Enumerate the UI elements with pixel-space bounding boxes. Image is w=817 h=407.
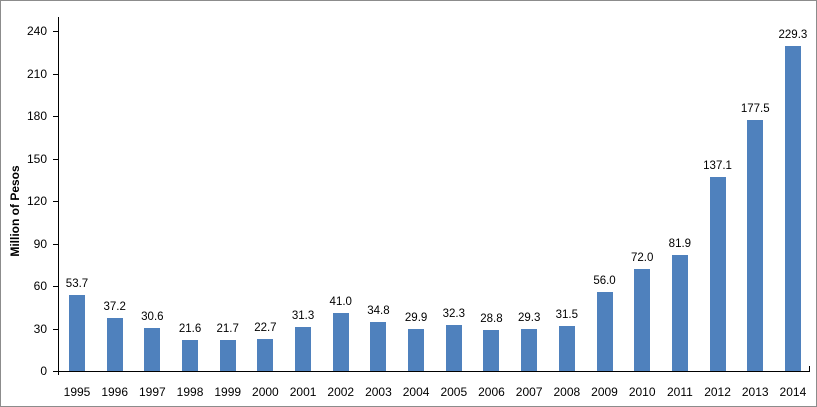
bar-value-label: 21.6 <box>178 323 202 336</box>
bar-value-label: 137.1 <box>703 159 732 172</box>
x-tick-label: 1995 <box>63 385 91 399</box>
bar-value-label: 41.0 <box>329 295 352 308</box>
y-tick-mark <box>53 286 58 287</box>
bar-value-label: 37.2 <box>103 301 126 314</box>
bar <box>408 328 425 371</box>
x-tick-label: 1998 <box>176 385 204 399</box>
bar-value-label: 53.7 <box>65 277 89 290</box>
bar-value-label: 29.3 <box>517 312 541 325</box>
bar <box>69 294 85 371</box>
y-tick-label: 120 <box>26 194 47 208</box>
bar-value-label: 31.3 <box>291 309 315 322</box>
y-tick-label: 210 <box>26 66 47 81</box>
x-tick-label: 2013 <box>741 385 769 399</box>
bar <box>106 318 123 371</box>
bar-value-label: 30.6 <box>141 310 164 323</box>
y-tick-mark <box>53 371 58 372</box>
y-tick-mark <box>53 328 58 330</box>
bar <box>295 326 312 371</box>
bar <box>671 254 688 371</box>
y-tick-label: 30 <box>33 321 47 336</box>
x-tick-label: 2010 <box>628 385 656 399</box>
bar <box>784 46 801 371</box>
y-tick-mark <box>53 116 58 117</box>
y-tick-mark <box>53 31 58 32</box>
bar <box>257 338 274 371</box>
bar <box>634 269 651 371</box>
bar <box>483 330 500 371</box>
x-tick-label: 2012 <box>704 385 731 399</box>
x-tick-label: 2006 <box>478 385 505 399</box>
x-tick-label: 2002 <box>327 385 355 399</box>
x-tick-label: 2004 <box>402 385 430 399</box>
bar <box>332 312 349 371</box>
bar-value-label: 32.3 <box>442 308 465 321</box>
bar <box>445 325 462 371</box>
x-tick-label: 2011 <box>666 385 693 399</box>
y-tick-label: 180 <box>26 109 47 123</box>
y-tick-label: 60 <box>33 279 47 293</box>
bar <box>370 321 387 371</box>
bar-value-label: 29.9 <box>404 311 428 324</box>
bar-value-label: 177.5 <box>740 102 770 115</box>
bar-value-label: 56.0 <box>593 274 616 287</box>
y-tick-label: 0 <box>40 364 47 378</box>
y-axis-line <box>58 17 59 375</box>
bar-value-label: 81.9 <box>668 237 692 250</box>
y-tick-mark <box>53 201 58 202</box>
y-tick-label: 90 <box>33 236 47 251</box>
y-tick-mark <box>53 73 58 75</box>
bar-value-label: 28.8 <box>480 313 503 326</box>
x-axis-line <box>53 371 810 372</box>
x-tick-label: 2005 <box>440 385 468 399</box>
bar-value-label: 21.7 <box>216 323 239 336</box>
bar <box>219 340 236 371</box>
x-tick-label: 1997 <box>139 385 166 399</box>
bar-value-label: 34.8 <box>367 304 390 317</box>
bar <box>747 119 764 371</box>
x-tick-label: 2009 <box>591 385 618 399</box>
x-tick-label: 2007 <box>515 385 543 399</box>
y-tick-label: 150 <box>26 151 47 166</box>
x-tick-label: 2008 <box>553 385 581 399</box>
x-tick-label: 1999 <box>214 385 242 399</box>
bar <box>596 291 613 371</box>
bar-value-label: 72.0 <box>630 252 654 264</box>
bar-value-label: 229.3 <box>778 29 808 42</box>
y-tick-label: 240 <box>26 24 47 38</box>
y-tick-mark <box>53 243 58 245</box>
bar-value-label: 22.7 <box>254 321 277 334</box>
x-tick-label: 2003 <box>365 385 392 399</box>
bar <box>709 176 726 371</box>
x-tick-label: 2014 <box>779 385 807 399</box>
bar <box>182 340 199 371</box>
x-tick-label: 2000 <box>252 385 279 399</box>
y-tick-mark <box>53 158 58 160</box>
bar-value-label: 31.5 <box>555 309 579 322</box>
bar <box>521 329 538 371</box>
x-tick-label: 2001 <box>289 385 317 399</box>
x-axis-end-tick <box>809 366 810 371</box>
bar <box>558 326 575 371</box>
bar <box>144 327 161 371</box>
x-tick-label: 1996 <box>101 385 129 399</box>
